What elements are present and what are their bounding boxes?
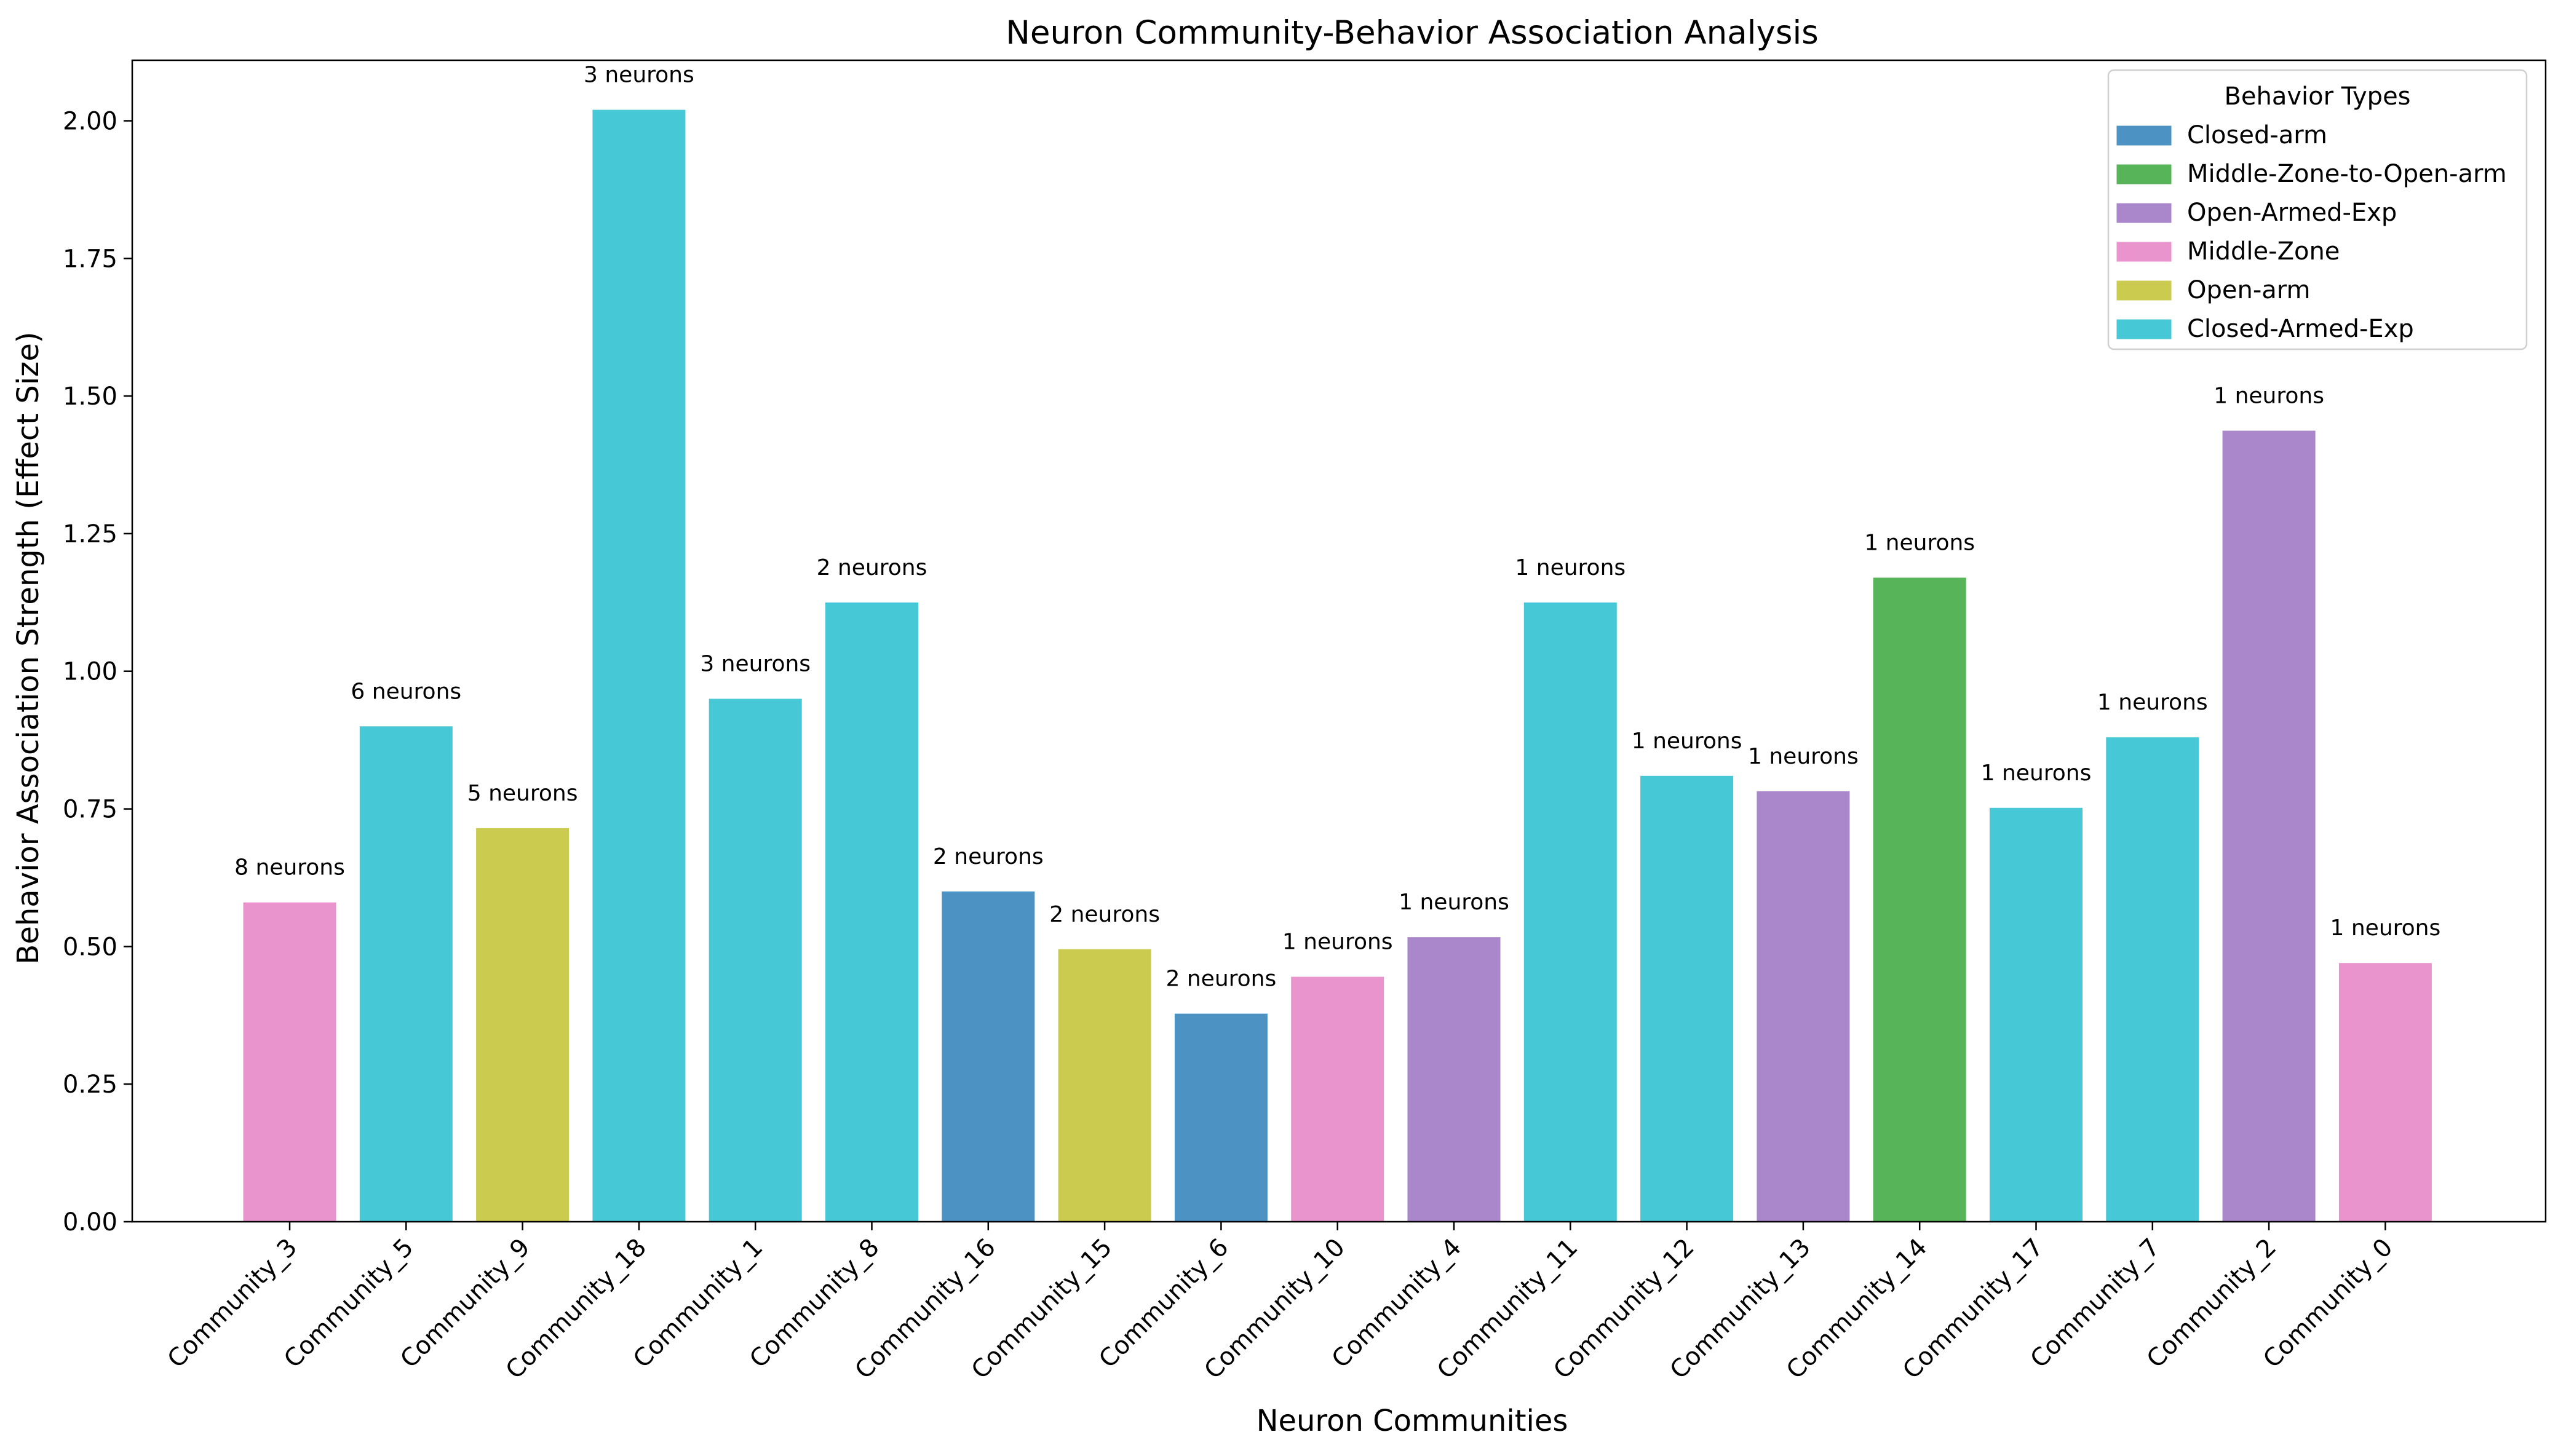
legend-entry-open-armed-exp: Open-Armed-Exp <box>2187 199 2397 227</box>
bar-community-9 <box>476 828 570 1222</box>
bar-community-13 <box>1757 791 1850 1222</box>
y-tick-label: 1.25 <box>63 520 117 548</box>
bar-label-community-2: 1 neurons <box>2214 384 2324 409</box>
legend-entries: Closed-arm Middle-Zone-to-Open-arm Open-Ar… <box>2116 121 2507 343</box>
bar-label-community-9: 5 neurons <box>467 781 578 806</box>
legend-swatch-open-armed-exp <box>2116 203 2172 223</box>
bar-label-community-4: 1 neurons <box>1399 890 1509 915</box>
bar-community-10 <box>1291 976 1384 1222</box>
bar-community-14 <box>1873 577 1966 1222</box>
bar-community-18 <box>592 109 686 1222</box>
bar-label-community-7: 1 neurons <box>2097 690 2208 715</box>
y-tick-label: 0.75 <box>63 796 117 824</box>
bars-layer <box>243 109 2432 1222</box>
legend-swatch-open-arm <box>2116 280 2172 301</box>
y-tick-label: 1.50 <box>63 382 117 411</box>
x-axis-label: Neuron Communities <box>1257 1404 1568 1438</box>
bar-community-11 <box>1523 602 1617 1222</box>
bar-community-6 <box>1174 1013 1268 1222</box>
legend: Behavior Types Closed-arm Middle-Zone-to-… <box>2107 69 2528 350</box>
legend-entry-middle-zone: Middle-Zone <box>2187 237 2340 266</box>
legend-swatch-middle-zone <box>2116 242 2172 262</box>
legend-entry-closed-arm: Closed-arm <box>2187 121 2327 149</box>
y-tick-label: 1.00 <box>63 658 117 686</box>
bar-labels-layer: 8 neurons 6 neurons 5 neurons 3 neurons 3 ne… <box>234 63 2440 992</box>
legend-entry-middle-zone-to-open-arm: Middle-Zone-to-Open-arm <box>2187 160 2507 188</box>
bar-label-community-18: 3 neurons <box>584 63 694 88</box>
bar-label-community-17: 1 neurons <box>1981 761 2092 786</box>
legend-swatch-closed-arm <box>2116 125 2172 146</box>
bar-label-community-10: 1 neurons <box>1282 930 1393 955</box>
bar-label-community-14: 1 neurons <box>1864 531 1975 556</box>
y-tick-label: 0.00 <box>63 1208 117 1236</box>
bar-community-2 <box>2222 430 2316 1222</box>
y-tick-label: 0.25 <box>63 1070 117 1099</box>
y-axis: 0.00 0.25 0.50 0.75 1.00 1.25 1.50 1.75 2.00 <box>63 108 132 1236</box>
bar-label-community-15: 2 neurons <box>1049 902 1160 927</box>
bar-community-0 <box>2338 963 2432 1222</box>
bar-label-community-0: 1 neurons <box>2330 916 2441 941</box>
legend-swatch-middle-zone-to-open-arm <box>2116 164 2172 184</box>
bar-label-community-13: 1 neurons <box>1748 744 1859 769</box>
bar-community-17 <box>1990 807 2083 1222</box>
plot-frame <box>131 59 2547 1223</box>
bar-community-3 <box>243 902 336 1222</box>
bar-community-8 <box>825 602 918 1222</box>
bar-label-community-3: 8 neurons <box>234 855 345 880</box>
bar-community-12 <box>1640 775 1734 1222</box>
bar-label-community-5: 6 neurons <box>351 679 461 704</box>
bar-label-community-16: 2 neurons <box>933 844 1044 869</box>
bar-community-4 <box>1407 937 1501 1222</box>
legend-swatch-closed-armed-exp <box>2116 319 2172 339</box>
bar-label-community-8: 2 neurons <box>817 555 927 580</box>
y-tick-label: 2.00 <box>63 108 117 136</box>
legend-entry-open-arm: Open-arm <box>2187 276 2311 304</box>
bar-community-7 <box>2106 737 2199 1222</box>
y-tick-label: 0.50 <box>63 933 117 961</box>
legend-title: Behavior Types <box>2224 82 2410 111</box>
y-tick-label: 1.75 <box>63 245 117 273</box>
legend-box <box>2107 69 2528 350</box>
bar-community-16 <box>942 891 1035 1222</box>
bar-community-5 <box>359 726 453 1222</box>
chart-title: Neuron Community-Behavior Association An… <box>1006 14 1819 52</box>
legend-entry-closed-armed-exp: Closed-Armed-Exp <box>2187 315 2414 343</box>
bar-community-1 <box>709 698 802 1222</box>
bar-community-15 <box>1058 949 1151 1222</box>
y-axis-label: Behavior Association Strength (Effect Si… <box>11 331 46 964</box>
bar-label-community-11: 1 neurons <box>1515 555 1626 580</box>
bar-label-community-1: 3 neurons <box>700 652 811 677</box>
bar-label-community-12: 1 neurons <box>1632 729 1742 754</box>
bar-label-community-6: 2 neurons <box>1166 967 1277 992</box>
